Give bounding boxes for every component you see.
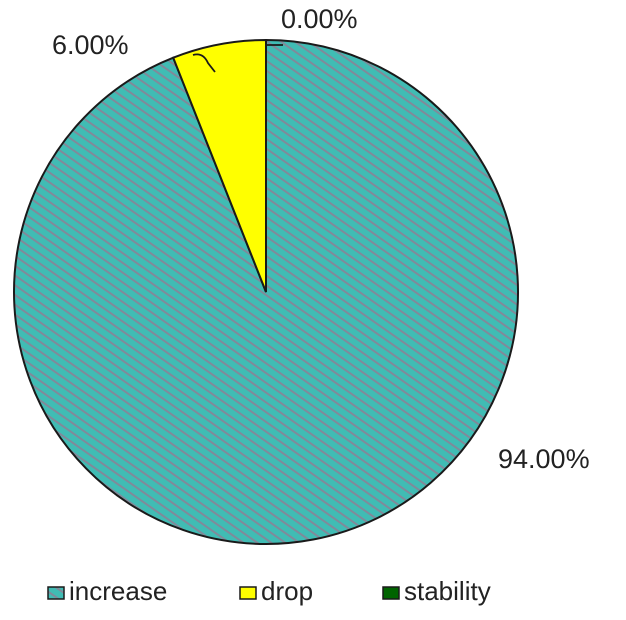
legend-label-drop: drop — [261, 576, 313, 606]
data-label-drop: 6.00% — [52, 30, 129, 60]
leader-line-stability — [265, 44, 283, 62]
legend-item-stability: stability — [382, 576, 491, 606]
data-labels: 94.00% 6.00% 0.00% — [52, 4, 590, 474]
legend-swatch-increase — [47, 586, 65, 600]
legend-swatch-drop — [239, 586, 257, 600]
legend: increase drop stability — [47, 576, 491, 606]
pie-slice-drop — [171, 38, 267, 293]
legend-swatch-stability — [382, 586, 400, 600]
legend-item-increase: increase — [47, 576, 167, 606]
leader-line-drop — [192, 53, 216, 73]
data-label-stability: 0.00% — [281, 4, 358, 34]
legend-item-drop: drop — [239, 576, 313, 606]
leader-lines — [192, 44, 283, 73]
data-label-increase: 94.00% — [498, 444, 590, 474]
pie-slices — [13, 38, 519, 545]
legend-label-stability: stability — [404, 576, 491, 606]
legend-label-increase: increase — [69, 576, 167, 606]
